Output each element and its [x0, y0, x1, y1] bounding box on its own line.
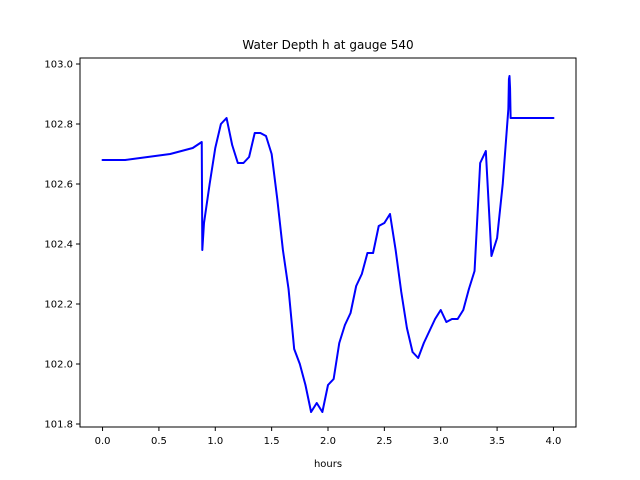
- series-point: [214, 147, 217, 149]
- x-axis-ticks: 0.0 0.5 1.0 1.5 2.0 2.5 3.0 3.5 4.0: [95, 427, 562, 447]
- series-point: [146, 156, 149, 158]
- series-point: [417, 357, 419, 359]
- series-point: [530, 117, 532, 119]
- series-point: [248, 156, 250, 158]
- series-point: [355, 285, 357, 287]
- series-point: [513, 117, 515, 119]
- series-point: [552, 117, 555, 119]
- x-tick-label: 1.0: [207, 436, 223, 447]
- chart-title: Water Depth h at gauge 540: [242, 38, 413, 52]
- series-point: [423, 342, 425, 344]
- series-point: [287, 288, 290, 290]
- series-point: [253, 132, 256, 134]
- x-tick-label: 3.0: [433, 436, 449, 447]
- series-point: [265, 135, 267, 137]
- series-point: [201, 249, 204, 251]
- series-point: [237, 162, 239, 164]
- series-point: [507, 108, 510, 110]
- series-point: [490, 255, 493, 257]
- series-point: [299, 363, 301, 365]
- series-point: [524, 117, 527, 119]
- x-axis-label: hours: [314, 459, 342, 470]
- series-point: [220, 123, 222, 125]
- series-point: [518, 117, 521, 119]
- series-point: [259, 132, 262, 134]
- series-point: [377, 225, 380, 227]
- series-point: [372, 252, 374, 254]
- series-point: [462, 309, 465, 311]
- series-point: [400, 291, 403, 293]
- series-point: [327, 384, 329, 386]
- series-points: [101, 75, 555, 413]
- series-point: [208, 183, 211, 185]
- series-point: [508, 75, 511, 77]
- series-point: [479, 162, 481, 164]
- series-point: [445, 321, 448, 323]
- series-point: [509, 117, 512, 119]
- series-point: [383, 222, 386, 224]
- series-point: [541, 117, 543, 119]
- series-point: [473, 270, 476, 272]
- series-point: [321, 411, 324, 413]
- series-point: [451, 318, 453, 320]
- series-point: [508, 78, 510, 80]
- series-point: [535, 117, 538, 119]
- plot-area: [79, 57, 577, 428]
- series-point: [501, 183, 504, 185]
- series-point: [439, 309, 442, 311]
- y-tick-label: 102.8: [44, 120, 73, 131]
- series-point: [101, 159, 104, 161]
- series-point: [434, 318, 436, 320]
- series-point: [304, 384, 307, 386]
- y-tick-label: 102.4: [44, 240, 73, 251]
- series-point: [242, 162, 245, 164]
- x-tick-label: 1.5: [264, 436, 280, 447]
- y-tick-label: 102.0: [44, 360, 73, 371]
- series-point: [169, 153, 171, 155]
- series-point: [231, 144, 233, 146]
- x-tick-label: 2.0: [320, 436, 336, 447]
- series-point: [485, 150, 487, 152]
- y-tick-label: 102.2: [44, 300, 73, 311]
- series-point: [468, 288, 470, 290]
- series-point: [310, 411, 312, 413]
- series-point: [332, 378, 335, 380]
- series-point: [547, 117, 549, 119]
- series-point: [276, 198, 279, 200]
- series-point: [338, 342, 341, 344]
- series-point: [361, 273, 363, 275]
- series-point: [349, 312, 352, 314]
- y-tick-label: 102.6: [44, 180, 73, 191]
- series-point: [509, 87, 511, 89]
- series-point: [191, 147, 194, 149]
- x-tick-label: 0.0: [95, 436, 111, 447]
- series-point: [282, 249, 284, 251]
- series-point: [225, 117, 228, 119]
- series-point: [366, 252, 369, 254]
- x-tick-label: 4.0: [546, 436, 562, 447]
- plot-background: [80, 58, 576, 427]
- series-point: [270, 153, 273, 155]
- series-point: [124, 159, 126, 161]
- series-point: [411, 351, 414, 353]
- series-point: [315, 402, 318, 404]
- x-tick-label: 2.5: [376, 436, 392, 447]
- series-point: [389, 213, 391, 215]
- series-point: [428, 330, 431, 332]
- x-tick-label: 3.5: [489, 436, 505, 447]
- series-point: [203, 222, 205, 224]
- series-point: [180, 150, 183, 152]
- x-tick-label: 0.5: [151, 436, 167, 447]
- series-point: [456, 318, 459, 320]
- series-point: [344, 324, 346, 326]
- y-axis-ticks: 101.8 102.0 102.2 102.4 102.6 102.8 103.0: [44, 60, 80, 431]
- series-point: [293, 348, 295, 350]
- series-point: [406, 327, 408, 329]
- y-tick-label: 101.8: [44, 420, 73, 431]
- series-point: [394, 249, 397, 251]
- y-tick-label: 103.0: [44, 60, 73, 71]
- series-point: [200, 141, 203, 143]
- series-point: [496, 237, 498, 239]
